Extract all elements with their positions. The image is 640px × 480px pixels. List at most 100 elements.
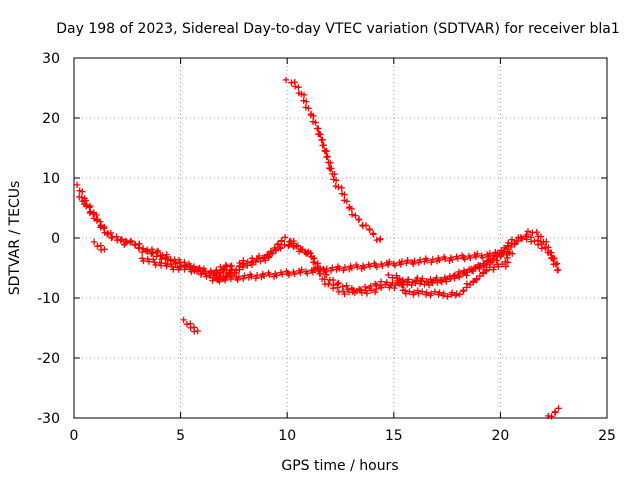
data-point: [403, 260, 410, 267]
data-point: [401, 287, 409, 294]
data-point: [334, 263, 342, 270]
series-short-arc-near-5-5-h: [180, 316, 201, 335]
data-point: [422, 255, 429, 262]
data-point: [315, 267, 322, 275]
data-point: [265, 269, 272, 277]
data-point: [436, 289, 443, 296]
data-point: [73, 181, 81, 189]
series-short-arc-near-1-h: [90, 238, 108, 254]
series-descending-arc: [282, 76, 384, 244]
data-point: [355, 216, 363, 223]
x-tick-label: 5: [176, 428, 185, 444]
data-point: [314, 260, 321, 267]
data-point: [282, 76, 290, 84]
data-point: [310, 112, 317, 120]
data-point: [162, 254, 169, 262]
data-point: [465, 252, 473, 260]
series-arc-near-22-5-h: [545, 405, 562, 420]
data-point: [414, 274, 421, 282]
data-point: [471, 251, 478, 259]
x-tick-label: 15: [385, 428, 403, 444]
data-point: [348, 205, 355, 213]
data-point: [122, 239, 129, 247]
data-point: [144, 255, 151, 263]
data-point: [300, 91, 308, 99]
data-point: [154, 247, 162, 255]
data-point: [453, 290, 460, 297]
y-tick-label: 20: [42, 111, 60, 127]
data-point: [511, 241, 518, 248]
data-point: [240, 275, 247, 282]
data-point: [90, 238, 98, 246]
series-main-arc: [73, 181, 562, 298]
data-point: [349, 288, 357, 296]
data-point: [236, 262, 243, 270]
y-tick-label: 10: [42, 171, 60, 187]
data-point: [295, 84, 302, 91]
data-point: [240, 260, 247, 267]
data-point: [425, 279, 432, 286]
data-point: [358, 289, 366, 296]
data-point: [277, 269, 285, 276]
data-point: [393, 272, 400, 279]
y-axis-label: SDTVAR / TECUs: [7, 181, 23, 296]
data-point: [339, 283, 346, 290]
data-point: [228, 266, 236, 273]
data-point: [365, 261, 372, 268]
y-tick-label: 0: [51, 231, 60, 247]
data-point: [157, 252, 164, 259]
data-point: [333, 266, 340, 273]
data-point: [144, 246, 151, 254]
data-point: [289, 240, 297, 247]
data-point: [541, 244, 549, 251]
data-point: [359, 262, 367, 269]
data-point: [504, 242, 511, 249]
data-point: [460, 287, 467, 295]
data-point: [113, 233, 120, 240]
data-point: [456, 291, 464, 298]
y-tick-label: 30: [42, 51, 60, 67]
data-point: [203, 273, 210, 280]
data-point: [404, 279, 412, 286]
data-point: [367, 287, 375, 294]
data-point: [82, 197, 90, 204]
data-point: [343, 282, 350, 289]
data-point: [508, 236, 516, 243]
data-point: [270, 273, 278, 280]
data-point: [371, 288, 379, 296]
data-point: [162, 260, 169, 267]
data-point: [341, 290, 348, 298]
data-point: [489, 255, 497, 262]
data-point: [552, 261, 560, 268]
data-point: [478, 252, 485, 259]
data-point: [93, 217, 101, 224]
data-point: [79, 188, 86, 195]
data-point: [253, 272, 261, 279]
data-point: [348, 211, 356, 218]
y-tick-label: -30: [37, 411, 60, 427]
data-point: [431, 288, 439, 295]
data-point: [348, 285, 355, 292]
data-point: [107, 229, 115, 237]
data-point: [209, 277, 216, 284]
data-point: [382, 281, 389, 288]
data-point: [262, 257, 269, 264]
data-point: [181, 266, 188, 273]
data-point: [118, 236, 125, 243]
data-point: [433, 258, 441, 265]
data-point: [400, 281, 407, 289]
data-point: [97, 224, 104, 231]
data-point: [281, 234, 289, 241]
data-point: [429, 256, 436, 263]
data-point: [553, 260, 561, 267]
data-point: [389, 274, 396, 281]
data-point: [211, 270, 219, 277]
data-point: [308, 267, 315, 274]
data-point: [396, 275, 403, 282]
y-tick-label: -10: [37, 291, 60, 307]
data-point: [372, 280, 379, 288]
data-point: [148, 250, 155, 257]
data-point: [253, 255, 260, 263]
data-point: [468, 267, 476, 274]
